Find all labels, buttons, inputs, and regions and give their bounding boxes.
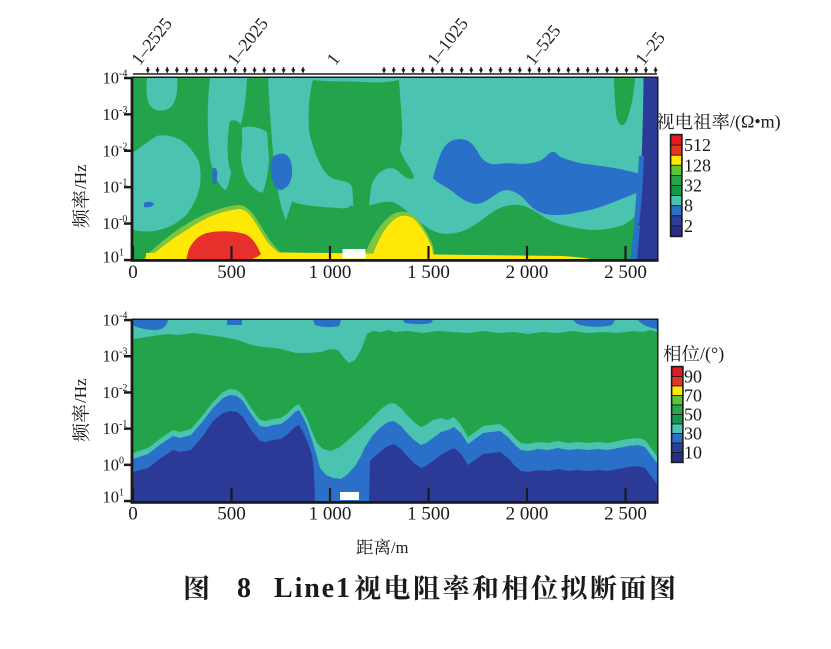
svg-text:/(Ω•m): /(Ω•m) xyxy=(730,112,781,133)
svg-text:1–25: 1–25 xyxy=(631,28,669,69)
svg-text:10: 10 xyxy=(103,419,120,438)
svg-text:2 500: 2 500 xyxy=(604,504,647,525)
svg-text:1 500: 1 500 xyxy=(407,262,450,283)
svg-text:-2: -2 xyxy=(119,141,127,152)
svg-text:500: 500 xyxy=(217,262,246,283)
svg-text:10: 10 xyxy=(103,347,120,366)
svg-text:10: 10 xyxy=(103,488,120,507)
svg-text:10: 10 xyxy=(684,443,702,463)
svg-text:10: 10 xyxy=(103,311,120,330)
svg-text:-1: -1 xyxy=(119,178,127,189)
svg-text:-4: -4 xyxy=(119,311,127,322)
svg-text:32: 32 xyxy=(684,176,702,196)
svg-text:1 000: 1 000 xyxy=(309,504,352,525)
svg-text:2 500: 2 500 xyxy=(604,262,647,283)
svg-text:1: 1 xyxy=(119,248,124,259)
svg-text:10: 10 xyxy=(103,383,120,402)
svg-text:-4: -4 xyxy=(119,69,127,80)
svg-text:/Hz: /Hz xyxy=(71,378,90,403)
svg-text:128: 128 xyxy=(684,155,711,175)
svg-text:1–1025: 1–1025 xyxy=(423,14,472,69)
svg-text:2 000: 2 000 xyxy=(506,262,549,283)
svg-text:-3: -3 xyxy=(119,105,127,116)
svg-text:500: 500 xyxy=(217,504,246,525)
svg-text:10: 10 xyxy=(103,178,120,197)
svg-text:-2: -2 xyxy=(119,383,127,394)
svg-text:/Hz: /Hz xyxy=(71,164,90,189)
svg-text:1–2025: 1–2025 xyxy=(223,14,272,69)
svg-text:1: 1 xyxy=(119,488,124,499)
svg-text:0: 0 xyxy=(128,262,138,283)
svg-text:1–2525: 1–2525 xyxy=(127,14,176,69)
svg-text:10: 10 xyxy=(103,248,120,267)
svg-text:30: 30 xyxy=(684,424,702,444)
svg-text:1–525: 1–525 xyxy=(521,21,564,69)
svg-text:1 500: 1 500 xyxy=(407,504,450,525)
svg-text:8: 8 xyxy=(237,573,251,604)
svg-text:10: 10 xyxy=(103,105,120,124)
svg-text:10: 10 xyxy=(103,141,120,160)
svg-text:-1: -1 xyxy=(119,419,127,430)
svg-text:10: 10 xyxy=(103,69,120,88)
svg-text:1 000: 1 000 xyxy=(309,262,352,283)
svg-text:8: 8 xyxy=(684,196,693,216)
svg-text:70: 70 xyxy=(684,386,702,406)
svg-text:/(°): /(°) xyxy=(700,344,724,365)
svg-text:10: 10 xyxy=(103,214,120,233)
svg-text:2: 2 xyxy=(684,216,693,236)
svg-text:/m: /m xyxy=(391,538,409,557)
svg-text:512: 512 xyxy=(684,135,711,155)
svg-text:90: 90 xyxy=(684,367,702,387)
svg-text:2 000: 2 000 xyxy=(506,504,549,525)
svg-text:1: 1 xyxy=(323,49,344,68)
svg-text:-0: -0 xyxy=(119,214,127,225)
svg-text:0: 0 xyxy=(119,455,124,466)
svg-text:10: 10 xyxy=(103,455,120,474)
svg-text:Line1: Line1 xyxy=(274,573,350,604)
svg-text:-3: -3 xyxy=(119,347,127,358)
svg-text:50: 50 xyxy=(684,405,702,425)
svg-text:0: 0 xyxy=(128,504,138,525)
